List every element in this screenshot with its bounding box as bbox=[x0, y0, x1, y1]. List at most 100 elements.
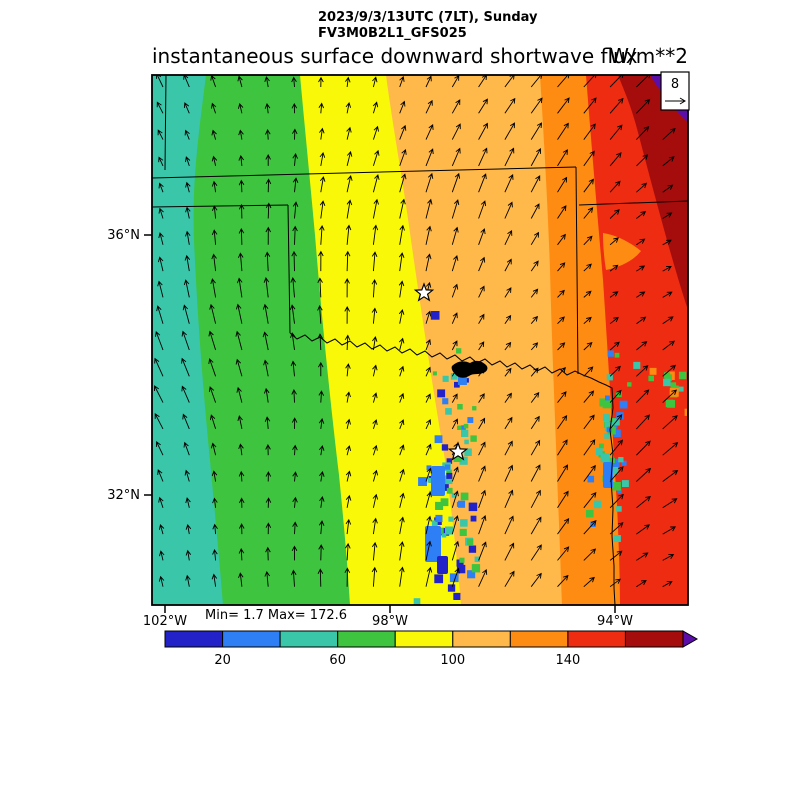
cloud-speckle bbox=[442, 398, 449, 405]
wind-arrow bbox=[399, 100, 406, 114]
wind-arrow bbox=[583, 576, 595, 588]
wind-arrow bbox=[185, 497, 191, 508]
wind-arrow bbox=[158, 575, 165, 587]
wind-arrow bbox=[398, 252, 405, 272]
wind-arrow bbox=[345, 418, 351, 429]
cloud-speckle bbox=[613, 429, 621, 437]
wind-arrow bbox=[636, 265, 646, 272]
wind-arrow bbox=[504, 542, 515, 561]
cloud-speckle bbox=[602, 399, 612, 409]
wind-arrow bbox=[557, 122, 569, 140]
wind-arrow bbox=[211, 229, 218, 245]
wind-arrow bbox=[583, 207, 594, 219]
wind-arrow bbox=[504, 367, 512, 377]
wind-arrow bbox=[211, 205, 218, 219]
wind-arrow bbox=[238, 443, 244, 456]
wind-arrow bbox=[399, 76, 405, 88]
wind-arrow bbox=[318, 520, 325, 535]
cloud-speckle bbox=[456, 348, 462, 354]
wind-arrow bbox=[662, 212, 673, 219]
cloud-speckle bbox=[610, 466, 619, 475]
wind-arrow bbox=[583, 366, 594, 377]
wind-arrow bbox=[264, 570, 270, 587]
wind-arrow bbox=[345, 76, 351, 88]
wind-arrow bbox=[290, 332, 296, 351]
cloud-speckle bbox=[606, 374, 613, 381]
wind-arrow bbox=[238, 572, 244, 587]
cloud-speckle bbox=[467, 417, 474, 423]
cloud-speckle bbox=[473, 618, 478, 623]
cloud-speckle bbox=[607, 426, 616, 435]
wind-arrow bbox=[212, 523, 218, 535]
wind-arrow bbox=[210, 278, 217, 298]
wind-arrow bbox=[159, 550, 165, 561]
cloud-speckle bbox=[457, 425, 462, 430]
wind-arrow bbox=[265, 522, 272, 535]
cloud-speckle bbox=[467, 570, 476, 579]
wind-arrow bbox=[662, 554, 675, 561]
wind-arrow bbox=[318, 76, 324, 88]
wind-arrow bbox=[399, 149, 407, 167]
wind-arrow bbox=[398, 308, 405, 324]
cloud-speckle bbox=[446, 472, 453, 479]
wind-arrow bbox=[183, 102, 190, 114]
wind-arrow bbox=[557, 205, 567, 219]
wind-arrow bbox=[609, 550, 623, 561]
wind-arrow bbox=[609, 389, 622, 403]
wind-arrow bbox=[318, 390, 325, 403]
colorbar-over-cap bbox=[682, 630, 699, 648]
wind-arrow bbox=[265, 444, 271, 456]
wind-arrow bbox=[425, 148, 434, 167]
wind-arrow bbox=[345, 363, 351, 377]
wind-arrow bbox=[399, 173, 407, 193]
wind-arrow bbox=[609, 124, 623, 140]
wind-arrow bbox=[662, 266, 672, 272]
wind-arrow bbox=[399, 419, 405, 430]
wind-arrow bbox=[318, 544, 324, 561]
cloud-speckle bbox=[441, 533, 447, 538]
wind-arrow bbox=[530, 367, 539, 377]
wind-arrow bbox=[662, 156, 675, 167]
wind-arrow bbox=[662, 184, 674, 193]
wind-arrow bbox=[292, 201, 299, 219]
state-border-kansas bbox=[152, 166, 577, 179]
wind-arrow bbox=[557, 233, 566, 246]
wind-arrow bbox=[292, 471, 298, 482]
wind-arrow bbox=[265, 226, 272, 245]
wind-arrow bbox=[262, 331, 269, 351]
wind-arrow bbox=[451, 466, 459, 482]
wind-arrow bbox=[208, 386, 217, 403]
wind-arrow bbox=[583, 150, 595, 167]
wind-arrow bbox=[478, 417, 486, 430]
cloud-speckle bbox=[649, 367, 657, 375]
wind-arrow bbox=[184, 469, 190, 482]
wind-arrow bbox=[292, 444, 298, 456]
wind-arrow bbox=[451, 312, 458, 324]
wind-arrow bbox=[530, 260, 539, 272]
wind-arrow bbox=[583, 290, 592, 298]
wind-arrow bbox=[399, 198, 406, 219]
cloud-speckle bbox=[468, 545, 477, 553]
wind-arrow bbox=[291, 250, 297, 272]
wind-arrow bbox=[504, 314, 512, 324]
wind-arrow bbox=[478, 568, 488, 587]
wind-arrow bbox=[344, 278, 350, 298]
cloud-speckle bbox=[663, 378, 671, 387]
cloud-speckle bbox=[426, 465, 432, 471]
colorbar-tick-label: 140 bbox=[555, 653, 580, 668]
state-border-layer bbox=[152, 75, 688, 605]
cloud-speckle bbox=[468, 502, 478, 512]
wind-arrow bbox=[662, 127, 676, 140]
wind-arrow bbox=[636, 238, 646, 246]
cloud-speckle bbox=[441, 444, 449, 451]
wind-arrow bbox=[344, 306, 350, 324]
cloud-speckle bbox=[613, 535, 621, 542]
wind-arrow bbox=[478, 98, 488, 114]
wind-arrow bbox=[265, 129, 271, 140]
wind-arrow bbox=[530, 203, 540, 219]
wind-arrow bbox=[319, 200, 326, 219]
wind-arrow bbox=[530, 231, 539, 246]
wind-arrow bbox=[237, 75, 243, 88]
wind-arrow bbox=[292, 153, 298, 166]
wind-arrow bbox=[609, 152, 622, 167]
